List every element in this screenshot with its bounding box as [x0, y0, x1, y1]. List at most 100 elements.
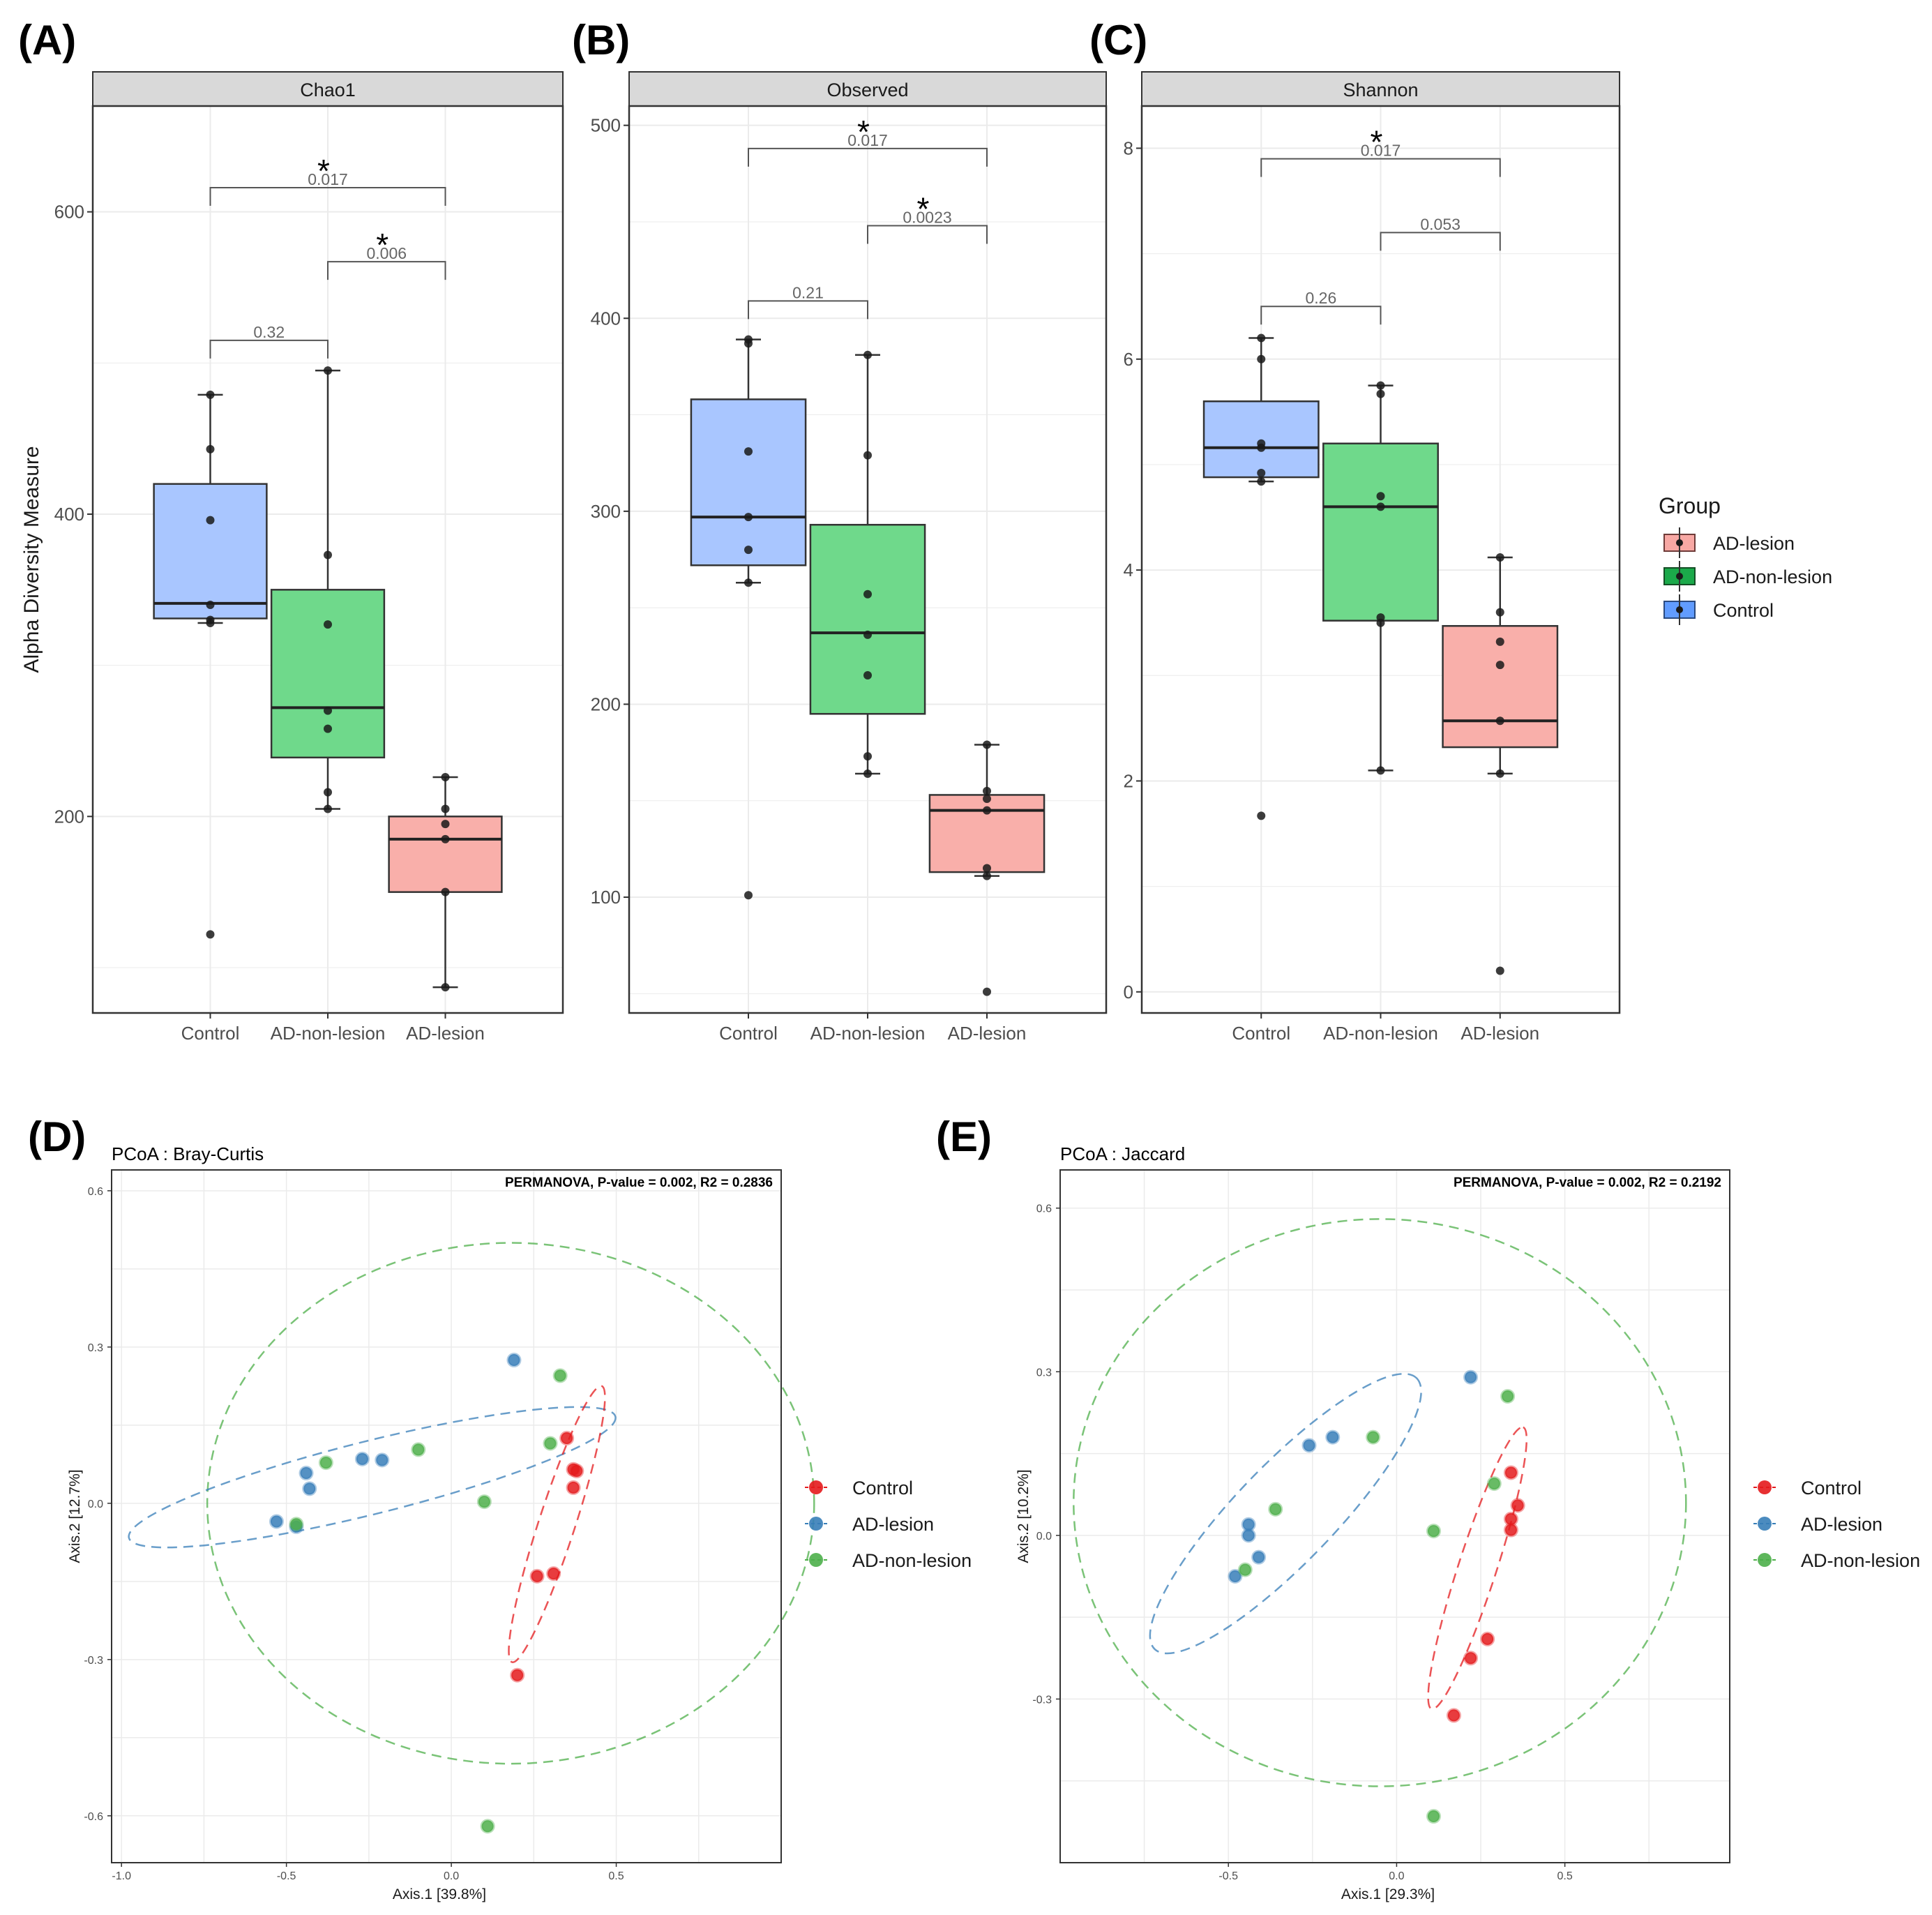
scatter-point-ad-lesion [1251, 1549, 1267, 1565]
y-axis-title: Alpha Diversity Measure [20, 446, 43, 673]
p-value-label: 0.017 [1361, 142, 1401, 160]
data-point [863, 769, 872, 779]
scatter-point-control [1510, 1498, 1525, 1513]
legend-label: AD-lesion [1713, 533, 1795, 554]
panel-border [628, 105, 1108, 1014]
data-point [1495, 553, 1504, 562]
data-point [1376, 492, 1385, 501]
legend-key-dot [1676, 606, 1683, 613]
panel-border [1140, 105, 1621, 1014]
data-point [1257, 354, 1266, 363]
scatter-point-ad-lesion [1228, 1569, 1243, 1584]
y-tick-label: 0.3 [88, 1342, 103, 1354]
y-tick-label: 2 [1124, 770, 1133, 791]
panel-label-c: (C) [1089, 17, 1147, 63]
y-tick-label: -0.3 [84, 1655, 103, 1667]
y-tick-label: 200 [54, 806, 84, 827]
x-tick-label: -0.5 [1218, 1870, 1238, 1882]
y-tick-label: 0.3 [1036, 1367, 1052, 1379]
data-point [983, 864, 991, 873]
legend-key-dot [1676, 539, 1683, 546]
data-point [206, 390, 215, 399]
significance-star: * [917, 190, 930, 227]
data-point [983, 871, 991, 880]
x-tick-label: 0.5 [1557, 1870, 1572, 1882]
legend-label: AD-non-lesion [852, 1550, 972, 1571]
scatter-point-ad-lesion [1463, 1369, 1479, 1385]
data-point [1495, 769, 1504, 778]
p-value-label: 0.006 [366, 244, 407, 262]
data-point [863, 451, 872, 460]
y-tick-label: 300 [591, 501, 621, 522]
significance-star: * [317, 153, 330, 189]
confidence-ellipse-ad-lesion [128, 1406, 617, 1549]
significance-bracket [748, 147, 988, 167]
data-point [1257, 811, 1266, 820]
box-iqr [1322, 442, 1439, 622]
data-point [206, 516, 215, 525]
y-tick-label: 0.0 [1036, 1531, 1052, 1542]
y-tick-label: 100 [591, 887, 621, 908]
x-tick-label: 0.0 [1389, 1870, 1404, 1882]
scatter-point-ad-non-lesion [1268, 1501, 1283, 1517]
y-tick-label: 8 [1124, 137, 1133, 158]
y-tick-label: 400 [54, 504, 84, 525]
scatter-point-ad-non-lesion [289, 1517, 304, 1532]
legend-label: AD-non-lesion [1713, 566, 1832, 587]
y-tick-label: 0.6 [88, 1186, 103, 1198]
y-tick-label: -0.6 [84, 1811, 103, 1823]
data-point [324, 788, 332, 797]
scatter-point-control [1446, 1708, 1461, 1723]
scatter-point-ad-lesion [375, 1452, 390, 1468]
panel-label-e: (E) [936, 1113, 992, 1160]
data-point [324, 620, 332, 629]
data-point [983, 794, 991, 803]
significance-bracket [1260, 306, 1382, 325]
legend-key-point [1758, 1480, 1772, 1494]
p-value-label: 0.053 [1420, 215, 1461, 233]
x-tick-label: Control [181, 1023, 240, 1044]
y-tick-label: 4 [1124, 560, 1133, 580]
data-point [744, 578, 753, 587]
x-tick-label: AD-lesion [406, 1023, 485, 1044]
data-point [983, 740, 991, 749]
data-point [744, 513, 753, 522]
data-point [324, 706, 332, 715]
y-tick-label: 0 [1124, 982, 1133, 1002]
data-point [1376, 389, 1385, 398]
significance-star: * [857, 114, 870, 150]
significance-bracket [327, 261, 446, 280]
legend-key-point [809, 1480, 823, 1494]
shannon-box-panel: Shannon 0 2 4 6 8 Control AD-non-lesion AD-lesio… [1124, 71, 1621, 1044]
data-point [863, 670, 872, 679]
y-tick-label: -0.3 [1032, 1694, 1052, 1706]
x-tick-label: 0.0 [444, 1870, 459, 1882]
p-value-label: 0.017 [308, 170, 348, 188]
box-iqr [388, 816, 503, 893]
facet-strip [628, 71, 1107, 107]
data-point [441, 983, 450, 992]
data-point [324, 724, 332, 733]
y-axis-title: Axis.2 [12.7%] [67, 1469, 83, 1563]
scatter-point-ad-non-lesion [411, 1442, 426, 1457]
chao1-box-panel: Chao1 200 400 600 Control AD-non-lesion AD-les… [20, 71, 564, 1044]
scatter-point-control [529, 1568, 545, 1584]
data-point [441, 887, 450, 896]
y-tick-label: 500 [591, 115, 621, 136]
data-point [1376, 502, 1385, 511]
x-axis-title: Axis.1 [39.8%] [393, 1886, 486, 1902]
facet-strip [92, 71, 564, 107]
panel-border [91, 105, 564, 1014]
box-iqr [690, 398, 807, 566]
data-point [324, 550, 332, 560]
data-point [744, 891, 753, 900]
p-value-label: 0.26 [1305, 289, 1336, 307]
data-point [983, 806, 991, 815]
scatter-point-ad-non-lesion [552, 1368, 568, 1383]
facet-strip-title: Chao1 [300, 80, 356, 100]
data-point [863, 589, 872, 599]
scatter-point-ad-lesion [354, 1451, 370, 1466]
scatter-point-control [1463, 1651, 1479, 1666]
x-tick-label: AD-non-lesion [810, 1023, 926, 1044]
